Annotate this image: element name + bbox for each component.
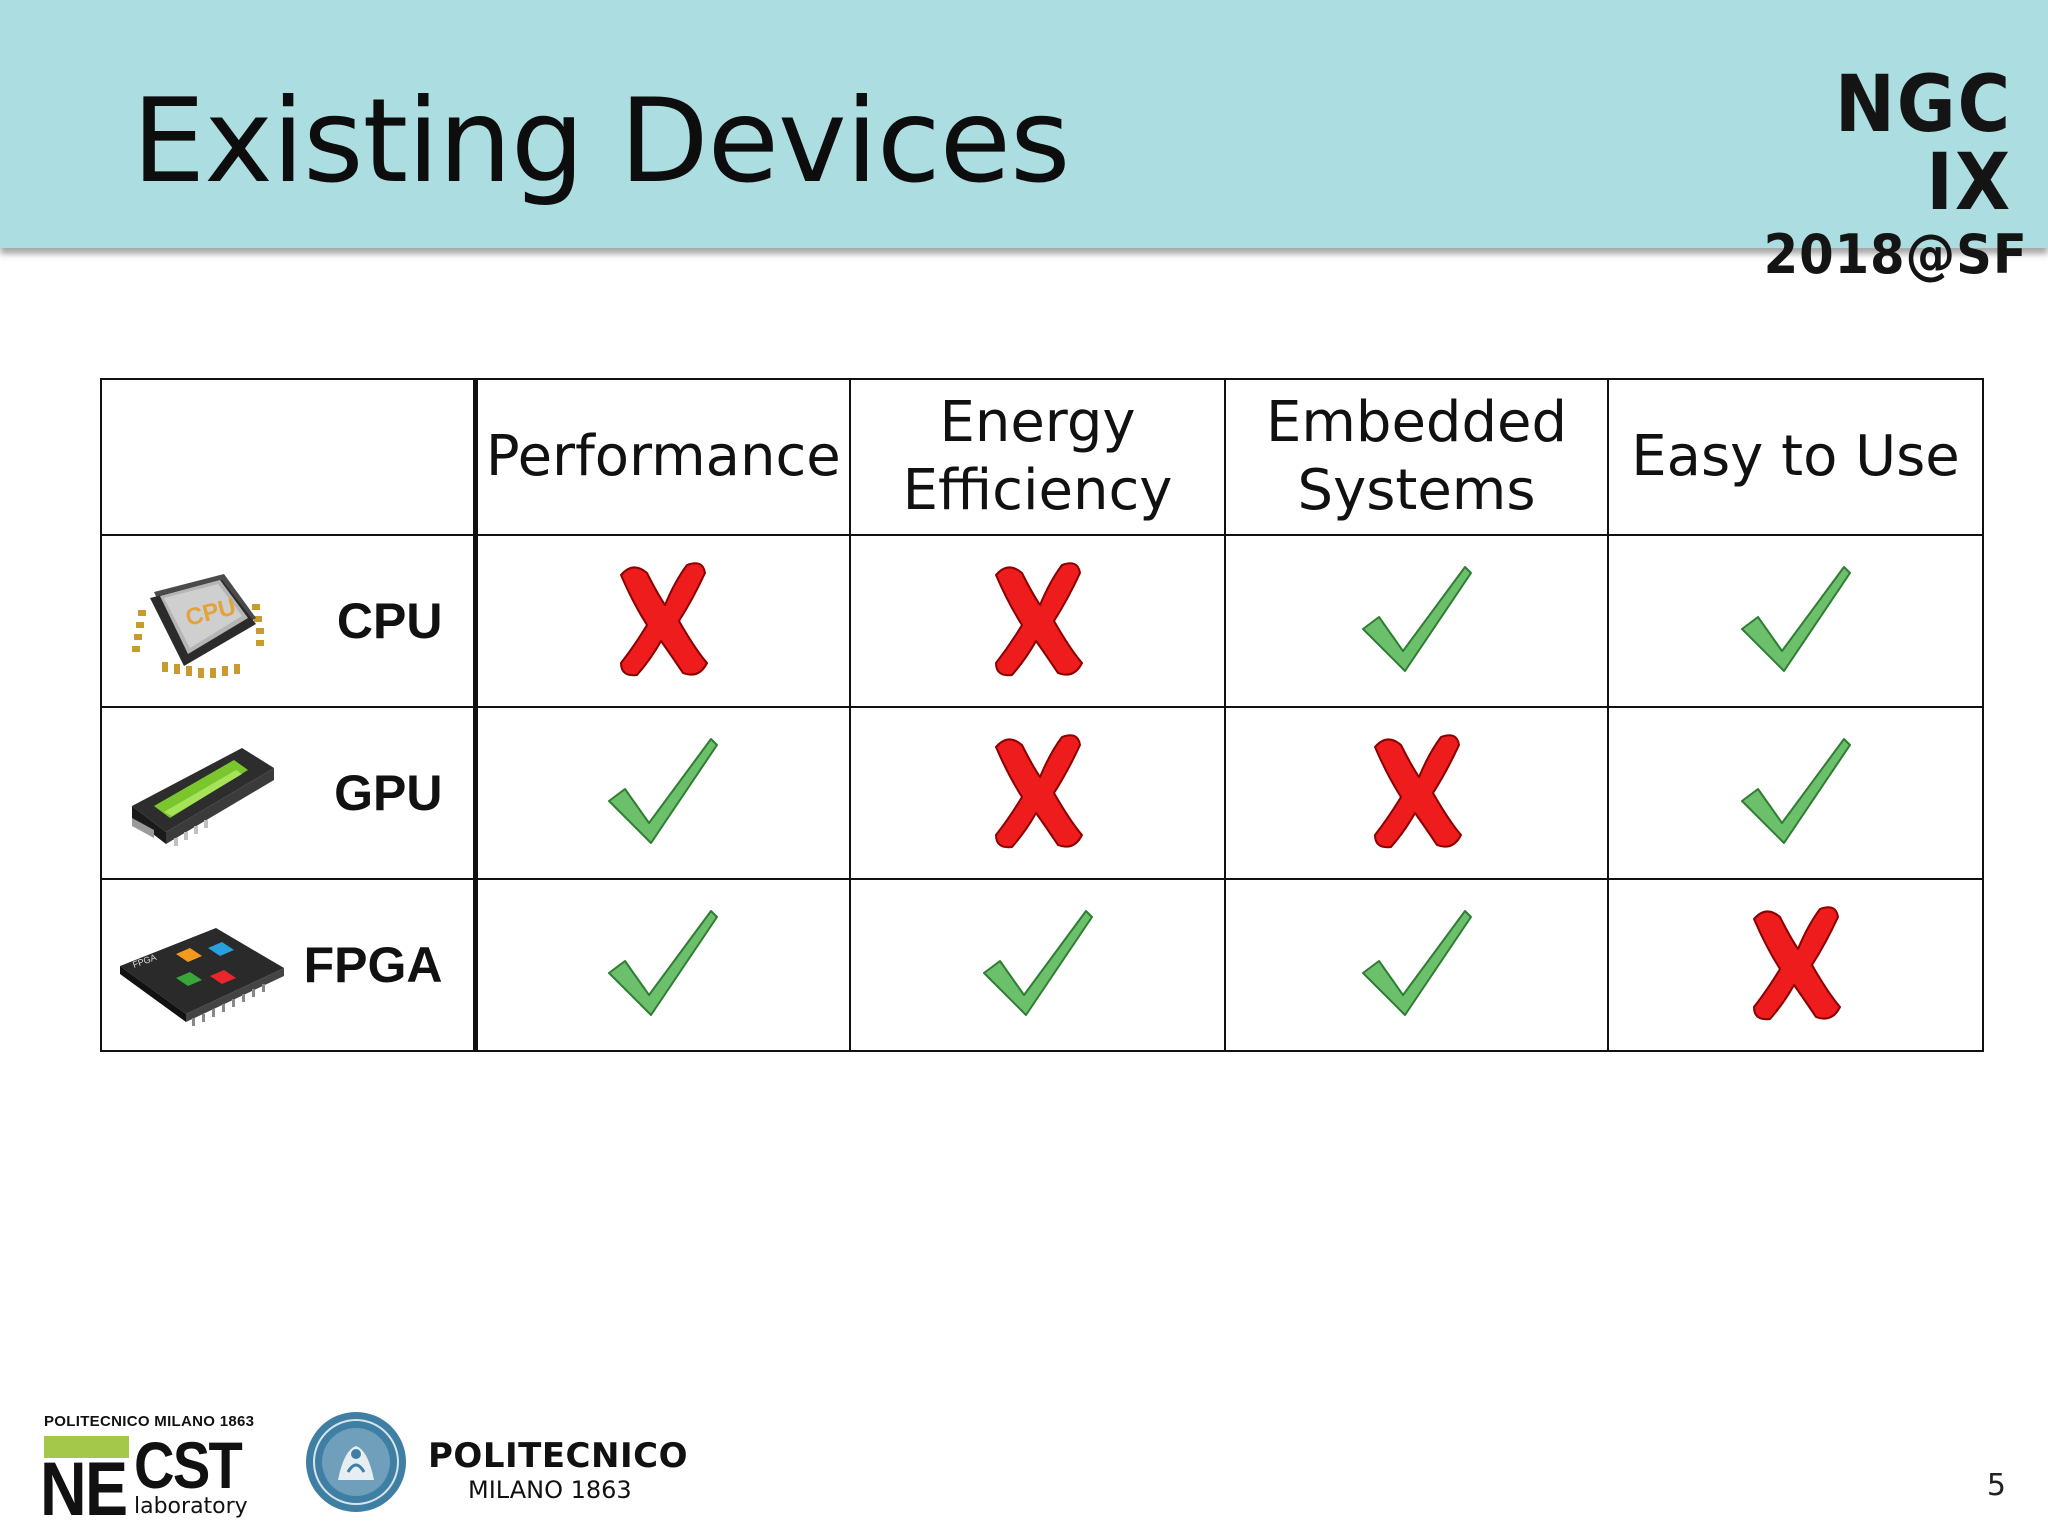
check-icon [1736, 731, 1856, 855]
fpga-board-icon: FPGA [116, 916, 286, 1040]
necst-logo-top-line: POLITECNICO MILANO 1863 [44, 1413, 255, 1430]
cell-fpga-embedded-systems [1223, 878, 1610, 1052]
cpu-chip-icon: CPU [124, 558, 274, 692]
device-cell-cpu: CPU CPU [100, 534, 478, 708]
cell-fpga-easy-to-use [1607, 878, 1985, 1052]
device-label-fpga: FPGA [303, 937, 443, 993]
cross-icon [1367, 731, 1467, 855]
politecnico-seal-icon [304, 1410, 408, 1518]
device-cell-gpu: GPU [100, 706, 478, 880]
cell-fpga-performance [474, 878, 851, 1052]
table-row-cpu: CPU CPU [100, 534, 1985, 708]
comparison-table: Performance Energy Efficiency Embedded S… [100, 378, 1985, 1052]
device-label-gpu: GPU [334, 765, 443, 821]
check-icon [1357, 559, 1477, 683]
cell-cpu-embedded-systems [1223, 534, 1610, 708]
cross-icon [988, 559, 1088, 683]
graphics-card-icon [124, 734, 274, 858]
check-icon [1357, 903, 1477, 1027]
cell-gpu-energy-efficiency [849, 706, 1226, 880]
table-row-fpga: FPGA FPGA [100, 878, 1985, 1052]
cross-icon [613, 559, 713, 683]
page-number: 5 [1986, 1468, 2006, 1503]
column-header-embedded-systems: Embedded Systems [1223, 378, 1610, 536]
necst-logo-bar [44, 1436, 129, 1458]
necst-logo-laboratory: laboratory [134, 1494, 248, 1519]
check-icon [978, 903, 1098, 1027]
corner-cell [100, 378, 478, 536]
cell-gpu-performance [474, 706, 851, 880]
cell-cpu-energy-efficiency [849, 534, 1226, 708]
title-bar: Existing Devices NGC IX 2018@SF [0, 0, 2048, 282]
column-header-performance: Performance [474, 378, 851, 536]
table-row-gpu: GPU [100, 706, 1985, 880]
cell-gpu-easy-to-use [1607, 706, 1985, 880]
device-cell-fpga: FPGA FPGA [100, 878, 478, 1052]
cross-icon [1746, 903, 1846, 1027]
device-label-cpu: CPU [336, 593, 443, 649]
cell-cpu-performance [474, 534, 851, 708]
column-header-energy-efficiency: Energy Efficiency [849, 378, 1226, 536]
politecnico-subtitle: MILANO 1863 [468, 1476, 632, 1504]
check-icon [603, 903, 723, 1027]
necst-logo-cst: CST [134, 1428, 243, 1502]
cell-fpga-energy-efficiency [849, 878, 1226, 1052]
conference-logo: NGC IX 2018@SF [1742, 60, 2028, 286]
cell-gpu-embedded-systems [1223, 706, 1610, 880]
slide-title: Existing Devices [132, 74, 1070, 209]
conference-name: NGC IX [1834, 60, 2012, 228]
check-icon [603, 731, 723, 855]
conference-date: 2018@SF [1763, 223, 2028, 286]
politecnico-name: POLITECNICO [428, 1436, 688, 1476]
check-icon [1736, 559, 1856, 683]
column-header-easy-to-use: Easy to Use [1607, 378, 1985, 536]
cross-icon [988, 731, 1088, 855]
necst-logo-ne: NE [40, 1447, 128, 1532]
header-row: Performance Energy Efficiency Embedded S… [100, 378, 1985, 536]
cell-cpu-easy-to-use [1607, 534, 1985, 708]
